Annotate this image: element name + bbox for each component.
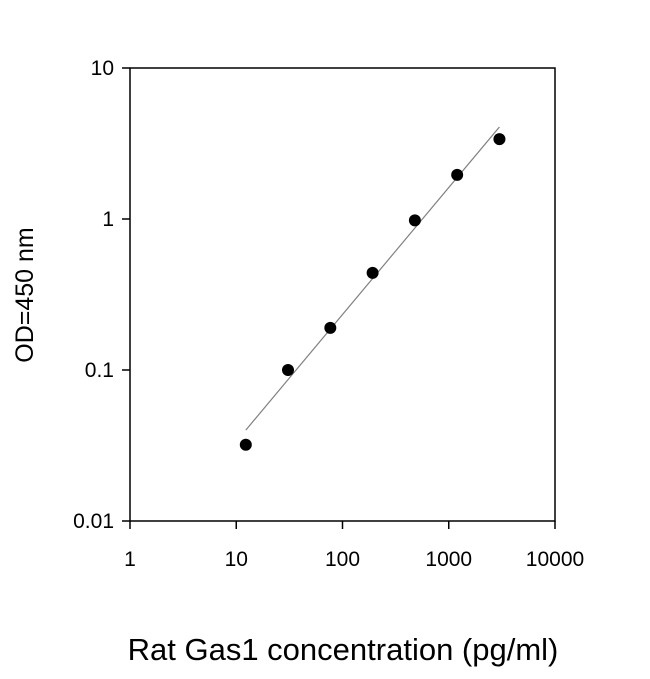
- data-point: [408, 214, 421, 227]
- x-tick-label: 10000: [526, 548, 584, 571]
- y-tick-label: 1: [102, 208, 114, 231]
- data-point: [493, 133, 506, 146]
- data-point: [239, 438, 252, 451]
- y-axis-label: OD=450 nm: [11, 227, 39, 363]
- data-point: [282, 364, 295, 376]
- x-tick-label: 10: [225, 548, 248, 571]
- data-point: [366, 266, 379, 279]
- x-tick-label: 1: [124, 548, 136, 571]
- x-tick-label: 100: [325, 548, 360, 571]
- y-tick-label: 0.01: [73, 510, 114, 533]
- y-tick-label: 10: [91, 57, 114, 80]
- x-tick-label: 1000: [425, 548, 472, 571]
- data-point: [451, 168, 464, 181]
- y-tick-label: 0.1: [85, 359, 114, 382]
- data-point: [324, 321, 337, 334]
- x-axis-label: Rat Gas1 concentration (pg/ml): [128, 632, 559, 667]
